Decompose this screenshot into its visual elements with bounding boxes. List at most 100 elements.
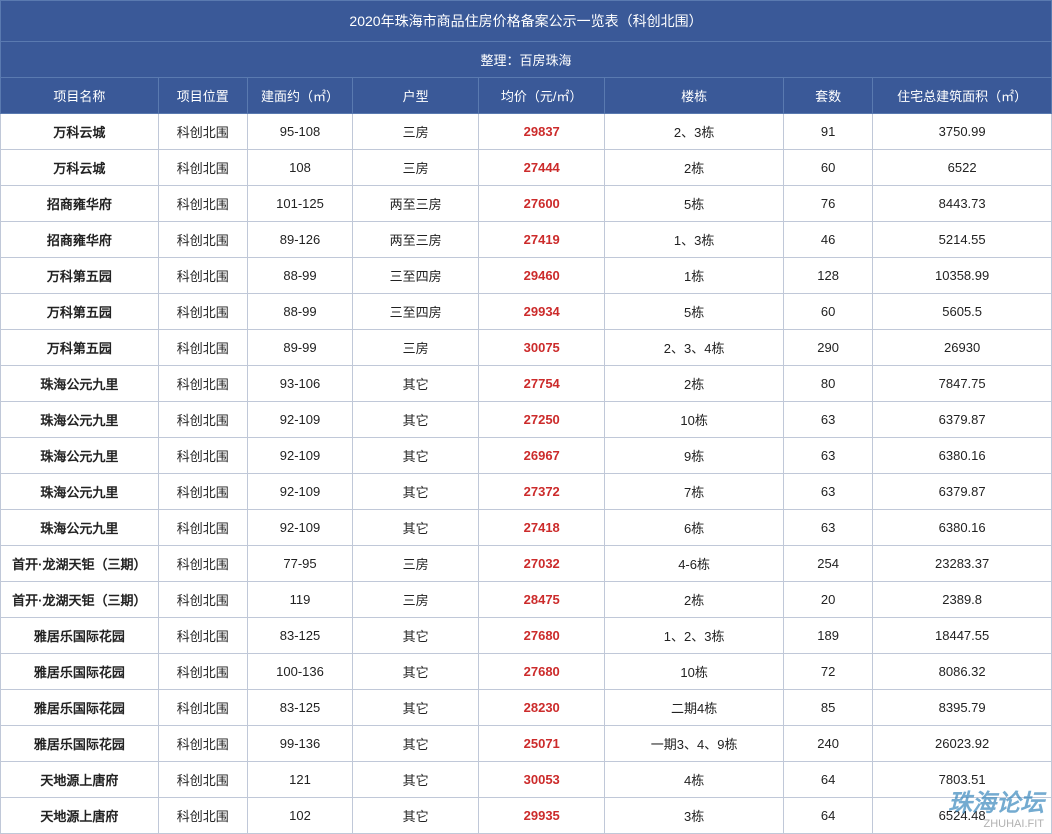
table-cell: 首开·龙湖天钜（三期） xyxy=(1,546,159,582)
table-cell: 珠海公元九里 xyxy=(1,366,159,402)
table-cell: 天地源上唐府 xyxy=(1,798,159,834)
table-cell: 2栋 xyxy=(605,582,784,618)
table-cell: 2栋 xyxy=(605,150,784,186)
table-cell: 科创北围 xyxy=(158,690,247,726)
table-cell: 10358.99 xyxy=(873,258,1052,294)
table-cell: 5214.55 xyxy=(873,222,1052,258)
table-cell: 6522 xyxy=(873,150,1052,186)
table-cell: 万科第五园 xyxy=(1,294,159,330)
table-row: 首开·龙湖天钜（三期）科创北围77-95三房270324-6栋25423283.… xyxy=(1,546,1052,582)
table-cell: 9栋 xyxy=(605,438,784,474)
table-cell: 科创北围 xyxy=(158,330,247,366)
table-cell: 240 xyxy=(783,726,872,762)
table-cell: 101-125 xyxy=(247,186,352,222)
table-cell: 25071 xyxy=(479,726,605,762)
table-cell: 两至三房 xyxy=(353,222,479,258)
table-row: 雅居乐国际花园科创北围100-136其它2768010栋728086.32 xyxy=(1,654,1052,690)
table-row: 首开·龙湖天钜（三期）科创北围119三房284752栋202389.8 xyxy=(1,582,1052,618)
table-cell: 128 xyxy=(783,258,872,294)
table-cell: 88-99 xyxy=(247,294,352,330)
table-cell: 雅居乐国际花园 xyxy=(1,654,159,690)
table-cell: 科创北围 xyxy=(158,582,247,618)
table-title-row: 2020年珠海市商品住房价格备案公示一览表（科创北围） xyxy=(1,1,1052,42)
table-cell: 83-125 xyxy=(247,618,352,654)
col-header-price: 均价（元/㎡） xyxy=(479,78,605,114)
table-cell: 121 xyxy=(247,762,352,798)
table-cell: 6380.16 xyxy=(873,438,1052,474)
table-cell: 26930 xyxy=(873,330,1052,366)
table-row: 万科云城科创北围95-108三房298372、3栋913750.99 xyxy=(1,114,1052,150)
table-cell: 7847.75 xyxy=(873,366,1052,402)
table-row: 招商雍华府科创北围89-126两至三房274191、3栋465214.55 xyxy=(1,222,1052,258)
table-row: 珠海公元九里科创北围92-109其它273727栋636379.87 xyxy=(1,474,1052,510)
table-cell: 科创北围 xyxy=(158,798,247,834)
table-body: 万科云城科创北围95-108三房298372、3栋913750.99万科云城科创… xyxy=(1,114,1052,834)
table-cell: 雅居乐国际花园 xyxy=(1,726,159,762)
table-cell: 1、2、3栋 xyxy=(605,618,784,654)
table-cell: 18447.55 xyxy=(873,618,1052,654)
table-row: 雅居乐国际花园科创北围83-125其它28230二期4栋858395.79 xyxy=(1,690,1052,726)
table-cell: 8086.32 xyxy=(873,654,1052,690)
table-cell: 83-125 xyxy=(247,690,352,726)
table-cell: 2栋 xyxy=(605,366,784,402)
table-cell: 5栋 xyxy=(605,294,784,330)
table-cell: 60 xyxy=(783,150,872,186)
table-cell: 科创北围 xyxy=(158,186,247,222)
table-cell: 2、3栋 xyxy=(605,114,784,150)
table-cell: 其它 xyxy=(353,510,479,546)
table-cell: 27444 xyxy=(479,150,605,186)
table-title: 2020年珠海市商品住房价格备案公示一览表（科创北围） xyxy=(1,1,1052,42)
table-row: 天地源上唐府科创北围102其它299353栋646524.48 xyxy=(1,798,1052,834)
table-cell: 科创北围 xyxy=(158,402,247,438)
table-cell: 1、3栋 xyxy=(605,222,784,258)
col-header-total: 住宅总建筑面积（㎡） xyxy=(873,78,1052,114)
table-cell: 2、3、4栋 xyxy=(605,330,784,366)
table-cell: 29837 xyxy=(479,114,605,150)
table-row: 珠海公元九里科创北围93-106其它277542栋807847.75 xyxy=(1,366,1052,402)
table-cell: 76 xyxy=(783,186,872,222)
table-cell: 27419 xyxy=(479,222,605,258)
table-cell: 63 xyxy=(783,510,872,546)
table-cell: 科创北围 xyxy=(158,366,247,402)
table-cell: 6380.16 xyxy=(873,510,1052,546)
table-cell: 189 xyxy=(783,618,872,654)
table-cell: 77-95 xyxy=(247,546,352,582)
table-cell: 102 xyxy=(247,798,352,834)
table-cell: 首开·龙湖天钜（三期） xyxy=(1,582,159,618)
table-cell: 三至四房 xyxy=(353,294,479,330)
table-cell: 其它 xyxy=(353,474,479,510)
table-cell: 27680 xyxy=(479,654,605,690)
table-cell: 科创北围 xyxy=(158,654,247,690)
table-row: 万科第五园科创北围88-99三至四房294601栋12810358.99 xyxy=(1,258,1052,294)
table-cell: 4-6栋 xyxy=(605,546,784,582)
table-row: 雅居乐国际花园科创北围83-125其它276801、2、3栋18918447.5… xyxy=(1,618,1052,654)
table-cell: 其它 xyxy=(353,762,479,798)
table-cell: 7栋 xyxy=(605,474,784,510)
table-cell: 92-109 xyxy=(247,474,352,510)
table-cell: 108 xyxy=(247,150,352,186)
col-header-building: 楼栋 xyxy=(605,78,784,114)
table-cell: 3750.99 xyxy=(873,114,1052,150)
table-cell: 科创北围 xyxy=(158,474,247,510)
table-row: 招商雍华府科创北围101-125两至三房276005栋768443.73 xyxy=(1,186,1052,222)
table-cell: 28475 xyxy=(479,582,605,618)
table-cell: 92-109 xyxy=(247,438,352,474)
table-cell: 其它 xyxy=(353,798,479,834)
table-cell: 三房 xyxy=(353,546,479,582)
table-cell: 27250 xyxy=(479,402,605,438)
table-cell: 6379.87 xyxy=(873,402,1052,438)
table-cell: 招商雍华府 xyxy=(1,222,159,258)
table-cell: 三房 xyxy=(353,582,479,618)
table-cell: 科创北围 xyxy=(158,150,247,186)
col-header-name: 项目名称 xyxy=(1,78,159,114)
table-cell: 63 xyxy=(783,474,872,510)
table-cell: 89-126 xyxy=(247,222,352,258)
table-cell: 科创北围 xyxy=(158,510,247,546)
table-cell: 科创北围 xyxy=(158,726,247,762)
table-row: 万科云城科创北围108三房274442栋606522 xyxy=(1,150,1052,186)
col-header-area: 建面约（㎡） xyxy=(247,78,352,114)
table-cell: 20 xyxy=(783,582,872,618)
price-table: 2020年珠海市商品住房价格备案公示一览表（科创北围） 整理：百房珠海 项目名称… xyxy=(0,0,1052,834)
table-cell: 珠海公元九里 xyxy=(1,402,159,438)
table-cell: 8443.73 xyxy=(873,186,1052,222)
